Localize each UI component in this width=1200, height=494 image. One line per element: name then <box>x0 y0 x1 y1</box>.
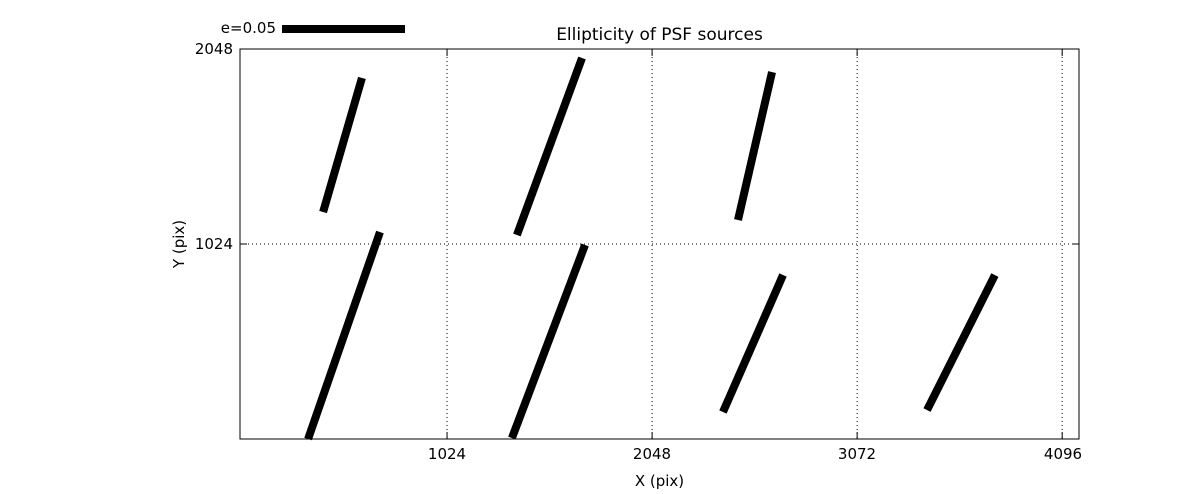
legend-label: e=0.05 <box>221 19 276 37</box>
whisker-segment-4 <box>304 230 384 441</box>
legend-scale-bar <box>282 25 405 33</box>
x-tick-label-3072: 3072 <box>838 445 876 463</box>
whisker-segment-3 <box>734 71 776 221</box>
y-tick-label-1024: 1024 <box>195 235 233 253</box>
whisker-segment-7 <box>923 273 999 412</box>
whisker-segment-6 <box>719 273 787 414</box>
whisker-segment-2 <box>513 56 586 237</box>
grid-layer <box>240 48 1079 439</box>
y-axis-label: Y (pix) <box>170 220 188 269</box>
x-axis-label: X (pix) <box>635 472 684 490</box>
y-tick-label-2048: 2048 <box>195 40 233 58</box>
whisker-segment-5 <box>508 243 589 440</box>
plot-border <box>239 48 1080 440</box>
x-tick-label-1024: 1024 <box>428 445 466 463</box>
whisker-layer <box>304 56 999 441</box>
x-tick-label-2048: 2048 <box>633 445 671 463</box>
whisker-segment-1 <box>319 76 366 214</box>
chart-title: Ellipticity of PSF sources <box>556 25 763 45</box>
x-tick-label-4096: 4096 <box>1044 445 1082 463</box>
ticks-layer <box>240 48 1079 439</box>
